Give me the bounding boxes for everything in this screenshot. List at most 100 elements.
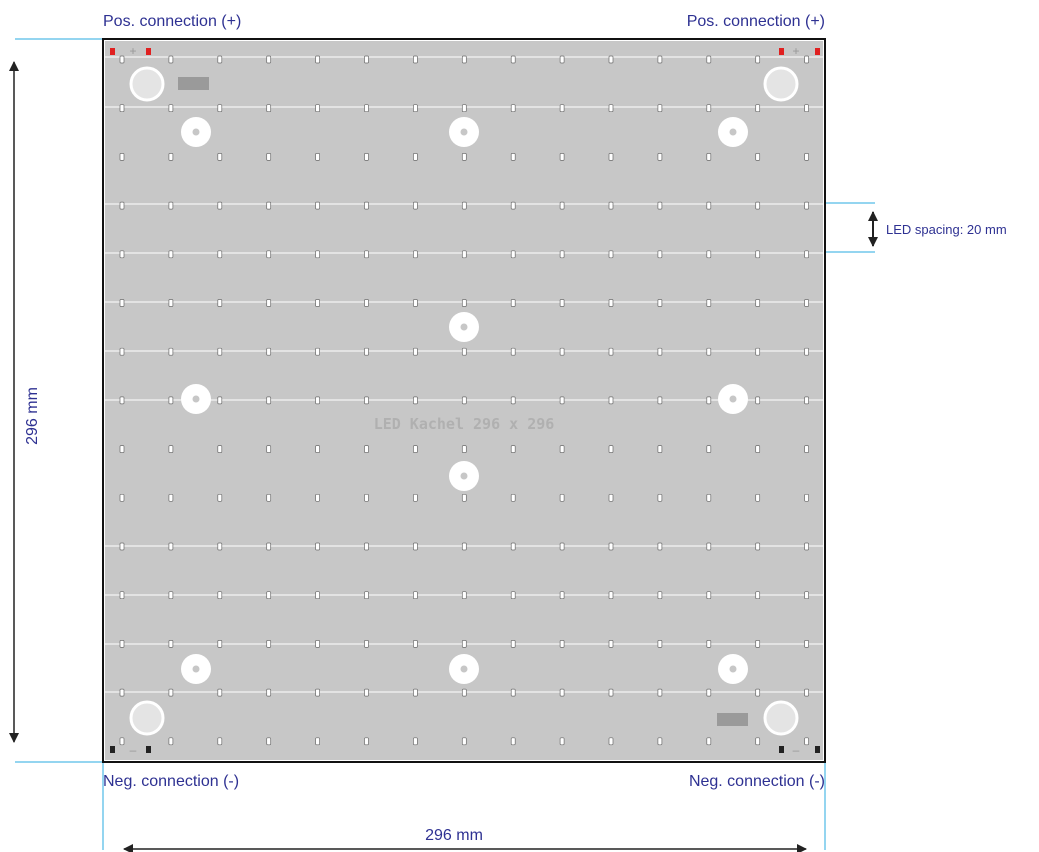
led-pad bbox=[510, 153, 516, 161]
led-pad bbox=[608, 299, 614, 307]
corner-mounting-hole bbox=[129, 66, 165, 102]
led-pad bbox=[217, 347, 223, 356]
neg-connection-label-right: Neg. connection (-) bbox=[689, 773, 825, 790]
mounting-hole-center bbox=[729, 128, 737, 136]
led-pad bbox=[364, 104, 369, 113]
plus-sign-tl: + bbox=[129, 44, 136, 58]
led-pad bbox=[119, 250, 125, 259]
led-pad bbox=[461, 201, 467, 210]
led-pad bbox=[608, 737, 614, 746]
led-pad bbox=[168, 104, 174, 113]
led-pad bbox=[608, 201, 614, 210]
led-pad bbox=[364, 250, 369, 259]
mounting-hole-center bbox=[460, 665, 468, 673]
mounting-hole-center bbox=[460, 323, 468, 331]
led-pad bbox=[217, 104, 223, 113]
spacing-label: LED spacing: 20 mm bbox=[886, 222, 1007, 237]
led-pad bbox=[706, 591, 712, 600]
led-pad bbox=[755, 493, 761, 502]
led-pad bbox=[706, 201, 712, 210]
led-pad bbox=[119, 299, 125, 307]
led-pad bbox=[461, 640, 467, 648]
led-pad bbox=[657, 347, 663, 356]
led-pad bbox=[706, 153, 712, 161]
led-pad bbox=[608, 542, 614, 551]
led-pad bbox=[315, 250, 320, 259]
led-pad bbox=[217, 640, 223, 648]
led-pad bbox=[413, 347, 418, 356]
led-pad bbox=[217, 299, 223, 307]
led-pad bbox=[559, 493, 565, 502]
led-pad bbox=[510, 55, 516, 64]
led-pad bbox=[706, 640, 712, 648]
led-pad bbox=[706, 542, 712, 551]
led-pad bbox=[755, 201, 761, 210]
led-pad bbox=[119, 445, 125, 453]
led-pad bbox=[657, 591, 663, 600]
led-pad bbox=[461, 688, 467, 697]
led-pad bbox=[217, 591, 223, 600]
led-pad bbox=[804, 542, 809, 551]
led-pad bbox=[804, 104, 809, 113]
led-pad bbox=[168, 347, 174, 356]
led-pad bbox=[119, 153, 125, 161]
led-pad bbox=[168, 591, 174, 600]
led-pad bbox=[315, 396, 320, 405]
corner-mounting-hole bbox=[763, 66, 799, 102]
led-pad bbox=[559, 640, 565, 648]
led-pad bbox=[608, 688, 614, 697]
led-pad bbox=[168, 153, 174, 161]
height-label: 296 mm bbox=[24, 387, 41, 445]
led-pad bbox=[804, 347, 809, 356]
led-pad bbox=[559, 299, 565, 307]
led-pad bbox=[413, 493, 418, 502]
led-pad bbox=[608, 153, 614, 161]
led-pad bbox=[413, 153, 418, 161]
led-pad bbox=[168, 688, 174, 697]
led-pad bbox=[755, 347, 761, 356]
led-pad bbox=[119, 201, 125, 210]
mounting-hole-center bbox=[729, 395, 737, 403]
led-pad bbox=[755, 445, 761, 453]
led-pad bbox=[657, 201, 663, 210]
led-pad bbox=[804, 201, 809, 210]
led-pad bbox=[657, 55, 663, 64]
led-pad bbox=[168, 493, 174, 502]
led-pad bbox=[217, 542, 223, 551]
led-pad bbox=[755, 542, 761, 551]
led-pad bbox=[315, 688, 320, 697]
led-pad bbox=[119, 104, 125, 113]
terminal-neg-bl-b bbox=[146, 746, 151, 753]
led-pad bbox=[608, 493, 614, 502]
led-pad bbox=[266, 347, 272, 356]
led-pad bbox=[657, 493, 663, 502]
led-pad bbox=[461, 542, 467, 551]
led-pad bbox=[266, 640, 272, 648]
led-pad bbox=[559, 201, 565, 210]
mounting-hole-center bbox=[192, 128, 200, 136]
led-pad bbox=[804, 445, 809, 453]
led-pad bbox=[755, 55, 761, 64]
terminal-neg-bl-a bbox=[110, 746, 115, 753]
led-pad bbox=[217, 250, 223, 259]
led-pad bbox=[559, 396, 565, 405]
led-pad bbox=[413, 445, 418, 453]
terminal-neg-br-a bbox=[779, 746, 784, 753]
led-pad bbox=[608, 55, 614, 64]
corner-mounting-hole bbox=[763, 700, 799, 736]
led-pad bbox=[510, 493, 516, 502]
terminals: + + – – bbox=[110, 44, 820, 757]
led-pad bbox=[217, 493, 223, 502]
led-pad bbox=[315, 445, 320, 453]
led-pad bbox=[706, 688, 712, 697]
led-pad bbox=[266, 153, 272, 161]
label-pad-top bbox=[178, 77, 209, 90]
led-pad bbox=[315, 591, 320, 600]
minus-sign-br: – bbox=[793, 743, 800, 757]
led-pad bbox=[559, 347, 565, 356]
led-pad bbox=[315, 299, 320, 307]
led-pad bbox=[461, 591, 467, 600]
led-pad bbox=[168, 55, 174, 64]
led-pad bbox=[266, 250, 272, 259]
led-pad bbox=[657, 104, 663, 113]
